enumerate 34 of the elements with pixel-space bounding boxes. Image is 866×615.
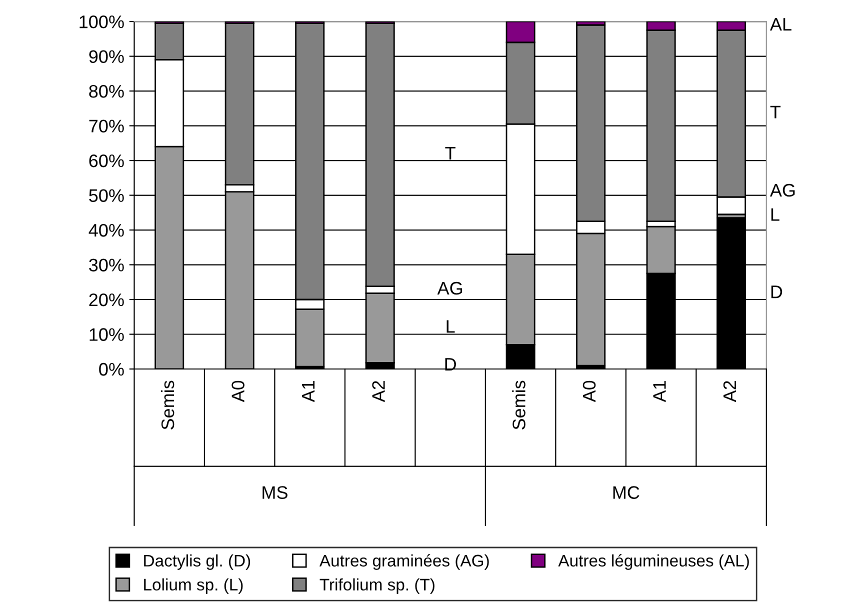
legend-label: Autres graminées (AG) bbox=[319, 554, 489, 570]
y-tick-label: 20% bbox=[89, 293, 124, 306]
annotation: L bbox=[446, 320, 455, 333]
x-tick-label: Semis bbox=[512, 380, 526, 430]
legend-label: Lolium sp. (L) bbox=[144, 578, 243, 594]
x-tick-label: A0 bbox=[582, 380, 596, 402]
annotation: T bbox=[445, 147, 456, 160]
annotation: AG bbox=[437, 282, 462, 295]
x-tick-label: A1 bbox=[302, 380, 315, 402]
y-tick-label: 100% bbox=[80, 15, 124, 28]
x-tick-label: Semis bbox=[160, 380, 174, 430]
y-tick-label: 90% bbox=[89, 50, 124, 63]
x-tick-label: A2 bbox=[723, 381, 736, 402]
y-tick-label: 30% bbox=[89, 258, 124, 272]
text: L bbox=[771, 208, 780, 221]
y-tick-label: 70% bbox=[89, 120, 124, 132]
text: T bbox=[770, 106, 781, 118]
x-tick-label: A1 bbox=[653, 380, 666, 402]
y-tick-label: 0% bbox=[99, 362, 124, 376]
text: AG bbox=[770, 184, 795, 197]
y-tick-label: 40% bbox=[88, 224, 124, 237]
x-tick-label: A0 bbox=[232, 380, 244, 402]
y-tick-label: 10% bbox=[90, 328, 124, 341]
y-tick-label: 60% bbox=[89, 154, 124, 168]
y-tick-label: 80% bbox=[89, 84, 124, 98]
text: MS bbox=[262, 486, 288, 499]
legend-label: Trifolium sp. (T) bbox=[320, 578, 434, 594]
legend-label: Dactylis gl. (D) bbox=[144, 554, 250, 570]
text: AL bbox=[770, 18, 792, 31]
x-tick-label: A2 bbox=[372, 381, 385, 402]
legend-label: Autres légumineuses (AL) bbox=[558, 554, 749, 570]
text: MC bbox=[613, 486, 640, 499]
y-tick-label: 50% bbox=[89, 189, 124, 202]
text: D bbox=[771, 286, 782, 298]
